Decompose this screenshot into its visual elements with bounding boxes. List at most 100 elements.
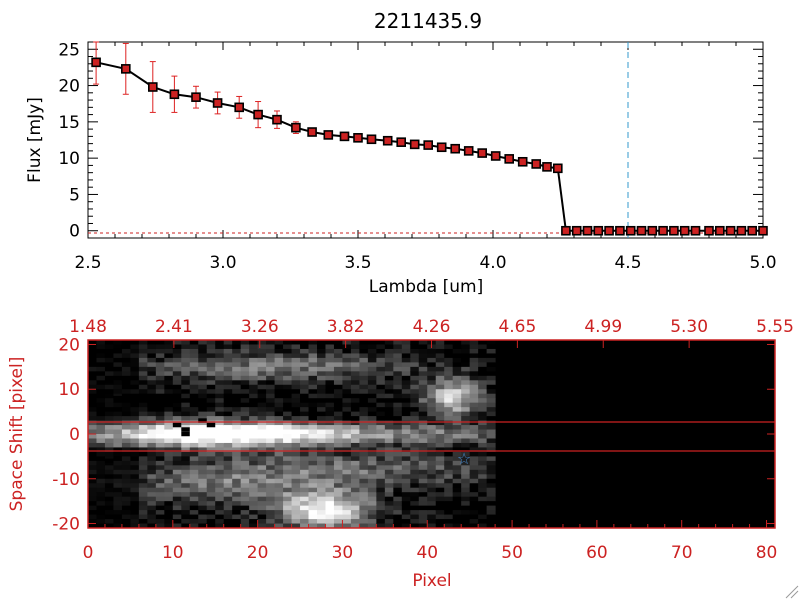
image-cell — [376, 451, 386, 457]
image-cell — [333, 357, 343, 363]
image-cell — [96, 505, 106, 511]
image-cell — [333, 460, 343, 466]
image-cell — [342, 438, 352, 444]
image-cell — [308, 478, 318, 484]
image-cell — [367, 402, 377, 408]
image-cell — [418, 460, 428, 466]
image-cell — [367, 514, 377, 520]
image-cell — [486, 420, 496, 426]
image-cell — [393, 366, 403, 372]
image-cell — [283, 510, 293, 516]
image-cell — [249, 447, 259, 453]
image-cell — [401, 487, 411, 493]
image-cell — [96, 357, 106, 363]
resize-grip-icon[interactable] — [785, 585, 799, 599]
image-cell — [198, 380, 208, 386]
image-cell — [206, 357, 216, 363]
image-cell — [401, 393, 411, 399]
image-cell — [452, 519, 462, 525]
image-cell — [172, 389, 182, 395]
image-cell — [410, 357, 420, 363]
image-cell — [198, 429, 208, 435]
image-cell — [88, 447, 97, 453]
image-cell — [444, 371, 454, 377]
image-cell — [469, 474, 479, 480]
image-cell — [469, 514, 479, 520]
image-cell — [198, 407, 208, 413]
image-cell — [240, 375, 250, 381]
image-cell — [249, 434, 259, 439]
image-cell — [486, 519, 496, 525]
image-cell — [138, 416, 148, 422]
image-cell — [147, 451, 157, 457]
image-cell — [155, 456, 165, 462]
image-cell — [461, 510, 471, 516]
image-cell — [308, 501, 318, 507]
image-cell — [121, 523, 131, 529]
image-cell — [452, 487, 462, 493]
image-cell — [181, 501, 191, 507]
image-cell — [308, 393, 318, 399]
image-cell — [223, 344, 233, 350]
image-cell — [138, 514, 148, 520]
image-cell — [376, 340, 386, 345]
image-cell — [172, 460, 182, 466]
image-cell — [96, 411, 106, 417]
image-cell — [393, 416, 403, 422]
image-cell — [189, 420, 199, 426]
image-cell — [257, 442, 267, 448]
image-cell — [435, 371, 445, 377]
image-cell — [88, 460, 97, 466]
image-cell — [418, 434, 428, 439]
image-cell — [181, 380, 191, 386]
data-point — [625, 225, 636, 236]
image-cell — [478, 438, 488, 444]
image-cell — [444, 456, 454, 462]
image-cell — [88, 469, 97, 475]
image-cell — [147, 483, 157, 489]
image-cell — [401, 438, 411, 444]
image-cell — [206, 389, 216, 395]
image-cell — [274, 420, 284, 426]
image-cell — [147, 510, 157, 516]
image-cell — [427, 402, 437, 408]
image-cell — [410, 340, 420, 345]
image-cell — [172, 362, 182, 368]
image-cell — [478, 478, 488, 484]
image-cell — [206, 519, 216, 525]
image-cell — [384, 357, 394, 363]
image-cell — [130, 501, 140, 507]
image-cell — [350, 357, 360, 363]
image-cell — [308, 375, 318, 381]
image-cell — [96, 420, 106, 426]
image-cell — [130, 407, 140, 413]
image-cell — [274, 407, 284, 413]
top-x-tick-label: 4.0 — [479, 253, 506, 273]
image-cell — [418, 425, 428, 431]
image-cell — [172, 340, 182, 345]
image-cell — [317, 362, 326, 368]
image-cell — [342, 510, 352, 516]
image-cell — [232, 362, 242, 368]
image-cell — [384, 492, 394, 498]
image-cell — [350, 348, 360, 354]
image-cell — [257, 353, 267, 359]
image-cell — [325, 402, 335, 408]
image-cell — [469, 460, 479, 466]
image-cell — [172, 492, 182, 498]
image-cell — [181, 407, 191, 413]
image-cell — [384, 514, 394, 520]
image-cell — [452, 442, 462, 448]
image-cell — [384, 411, 394, 417]
image-cell — [189, 380, 199, 386]
image-cell — [325, 451, 335, 457]
image-cell — [215, 523, 225, 529]
image-cell — [478, 402, 488, 408]
image-cell — [418, 442, 428, 448]
image-cell — [96, 447, 106, 453]
image-cell — [410, 389, 420, 395]
image-cell — [257, 384, 267, 390]
image-cell — [418, 393, 428, 399]
image-cell — [138, 340, 148, 345]
image-cell — [461, 348, 471, 354]
